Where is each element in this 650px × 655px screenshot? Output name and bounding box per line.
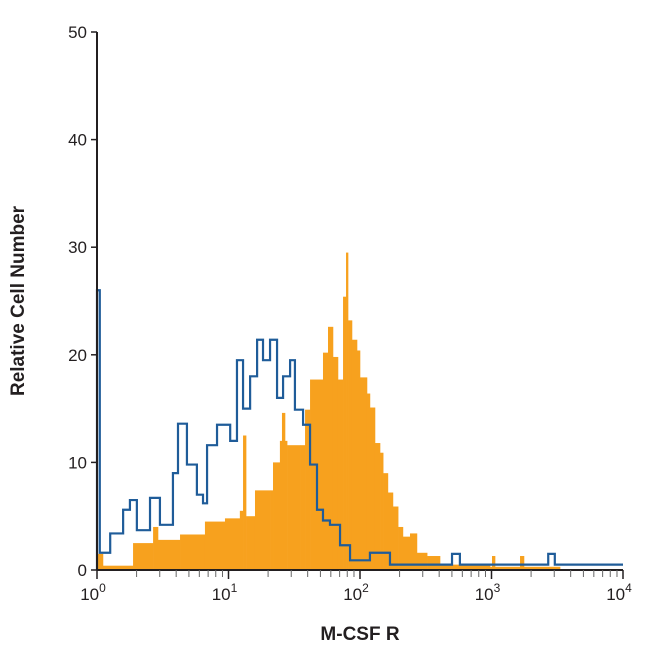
histogram-bar [273, 462, 281, 570]
histogram-bar [490, 566, 493, 570]
y-tick-label: 50 [68, 23, 87, 42]
histogram-bar [492, 556, 496, 570]
histogram-bar [343, 296, 347, 570]
histogram-bar [180, 534, 206, 570]
histogram-bar [287, 445, 301, 570]
histogram-bar [153, 526, 159, 570]
histogram-bar [380, 452, 384, 570]
axes: 0 10 20 30 40 50 100 101 102 103 104 [68, 23, 632, 604]
histogram-bar [495, 566, 521, 570]
y-tick-label: 10 [68, 453, 87, 472]
histogram-bar [427, 556, 441, 570]
histogram-bar [348, 320, 353, 570]
histogram-bar [337, 379, 344, 570]
histogram-bar [520, 556, 525, 570]
histogram-bar [270, 490, 274, 570]
histogram-bar [440, 564, 491, 570]
histogram-bar [158, 539, 181, 570]
histogram-bar [523, 566, 561, 570]
histogram-bar [285, 440, 288, 570]
histogram-bar [305, 409, 311, 570]
histogram-bar [300, 445, 306, 570]
y-tick-label: 30 [68, 238, 87, 257]
histogram-bar [150, 543, 154, 570]
histogram-bar [246, 516, 256, 570]
histogram-bar [102, 565, 131, 570]
histogram-bar [319, 379, 324, 570]
histogram-bar [224, 518, 241, 570]
histogram-bar [279, 440, 283, 570]
histogram-bar [332, 356, 339, 570]
y-tick-label: 0 [78, 561, 87, 580]
histogram-bar [243, 435, 247, 570]
x-tick-label: 103 [475, 581, 501, 604]
histogram-bar [387, 492, 394, 570]
histogram-bar [346, 252, 349, 570]
filled-histogram [97, 252, 561, 570]
x-tick-label: 101 [212, 581, 238, 604]
histogram-bar [239, 510, 244, 570]
x-tick-label: 104 [606, 581, 632, 604]
histogram-bar [366, 393, 371, 570]
y-tick-label: 20 [68, 346, 87, 365]
histogram-bar [398, 526, 404, 570]
histogram-bar [360, 377, 368, 570]
histogram-bar [322, 352, 329, 570]
histogram-bar [374, 443, 381, 570]
y-tick-label: 40 [68, 131, 87, 150]
histogram-bar [392, 506, 399, 570]
histogram-bar [310, 379, 321, 570]
outline-histogram-line [95, 289, 623, 570]
histogram-bar [254, 490, 271, 570]
histogram-bar [133, 543, 151, 570]
histogram-bar [204, 521, 226, 570]
histogram-bar [129, 565, 134, 570]
x-tick-label: 102 [343, 581, 369, 604]
histogram-bar [383, 473, 389, 570]
histogram-bar [97, 553, 104, 570]
x-tick-label: 100 [80, 581, 106, 604]
histogram-bar [327, 326, 334, 570]
histogram-bar [369, 407, 376, 570]
x-axis-label: M-CSF R [320, 624, 399, 645]
histogram-bar [416, 552, 428, 570]
histogram-bar [351, 339, 358, 570]
histogram-bar [409, 533, 418, 570]
histogram-bar [281, 412, 286, 570]
histogram-bar [357, 350, 361, 570]
histogram-bar [402, 536, 411, 570]
y-axis-label: Relative Cell Number [8, 205, 29, 396]
